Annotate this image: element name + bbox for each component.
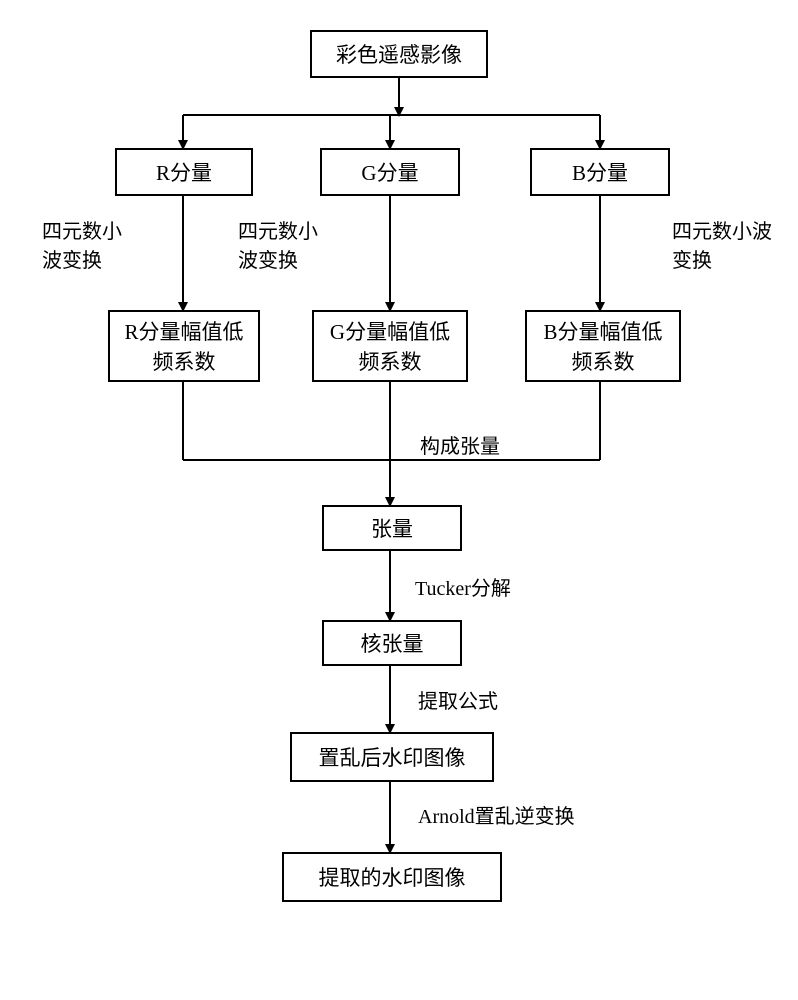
- edge-label-qwt-r-text: 四元数小波变换: [42, 221, 122, 272]
- edge-label-tucker-text: Tucker分解: [415, 578, 511, 600]
- node-g-comp: G分量: [320, 148, 460, 196]
- node-tensor-label: 张量: [371, 513, 413, 543]
- node-scrambled-label: 置乱后水印图像: [319, 742, 466, 772]
- node-extracted-label: 提取的水印图像: [319, 862, 466, 892]
- edge-label-qwt-b: 四元数小波变换: [672, 215, 782, 273]
- node-g-comp-label: G分量: [361, 157, 418, 187]
- node-core-label: 核张量: [361, 628, 424, 658]
- edge-label-arnold: Arnold置乱逆变换: [418, 800, 638, 829]
- node-r-comp-label: R分量: [156, 157, 212, 187]
- edge-label-arnold-text: Arnold置乱逆变换: [418, 806, 575, 828]
- edge-label-formula-text: 提取公式: [418, 691, 498, 713]
- edge-label-tensor: 构成张量: [420, 430, 540, 459]
- node-b-comp: B分量: [530, 148, 670, 196]
- node-r-comp: R分量: [115, 148, 253, 196]
- node-top: 彩色遥感影像: [310, 30, 488, 78]
- edge-label-qwt-g-text: 四元数小波变换: [238, 221, 318, 272]
- node-r-coef-label: R分量幅值低频系数: [120, 316, 248, 376]
- edge-label-formula: 提取公式: [418, 685, 538, 714]
- node-b-coef: B分量幅值低频系数: [525, 310, 681, 382]
- node-b-comp-label: B分量: [572, 157, 628, 187]
- node-scrambled: 置乱后水印图像: [290, 732, 494, 782]
- node-r-coef: R分量幅值低频系数: [108, 310, 260, 382]
- node-g-coef-label: G分量幅值低频系数: [324, 316, 456, 376]
- node-g-coef: G分量幅值低频系数: [312, 310, 468, 382]
- node-top-label: 彩色遥感影像: [336, 39, 462, 69]
- node-b-coef-label: B分量幅值低频系数: [537, 316, 669, 376]
- edge-label-tucker: Tucker分解: [415, 572, 565, 601]
- node-core: 核张量: [322, 620, 462, 666]
- edge-label-qwt-b-text: 四元数小波变换: [672, 221, 772, 272]
- node-extracted: 提取的水印图像: [282, 852, 502, 902]
- edge-label-qwt-r: 四元数小波变换: [42, 215, 132, 273]
- node-tensor: 张量: [322, 505, 462, 551]
- edge-label-tensor-text: 构成张量: [420, 436, 500, 458]
- edge-label-qwt-g: 四元数小波变换: [238, 215, 328, 273]
